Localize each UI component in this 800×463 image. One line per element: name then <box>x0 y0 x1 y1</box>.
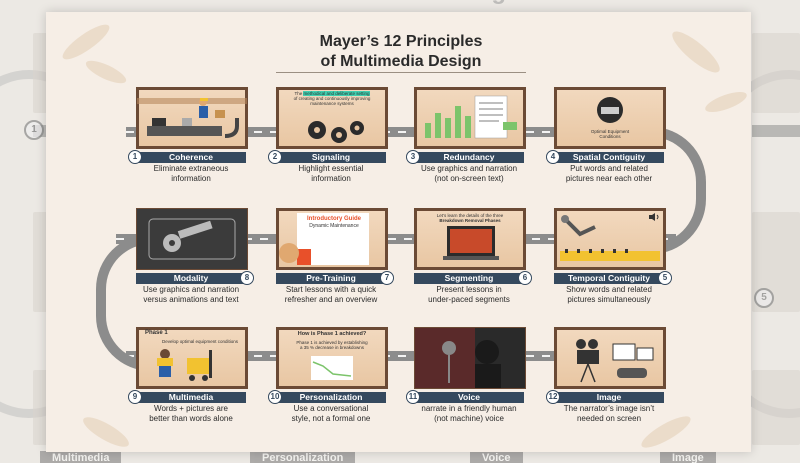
principle-card-modality: Modality Use graphics and narration vers… <box>136 208 254 305</box>
line-chart-icon <box>311 356 353 380</box>
phase-caption: Develop optimal equipment conditions <box>161 339 239 344</box>
principle-description: Words + pictures are better than words a… <box>149 404 233 423</box>
camera-icon <box>576 339 654 383</box>
key-icon <box>137 209 247 269</box>
road-row-3 <box>126 351 656 361</box>
principle-card-redundancy: Redundancy Use graphics and narration (n… <box>406 87 526 184</box>
poster-title: Mayer’s 12 Principles of Multimedia Desi… <box>276 32 526 73</box>
redundancy-illustration <box>414 87 526 149</box>
pre-training-illustration: Introductory Guide Dynamic Maintenance <box>276 208 388 270</box>
principle-card-pre-training: Introductory Guide Dynamic Maintenance P… <box>276 208 394 305</box>
principle-card-personalization: How is Phase 1 achieved? Phase 1 is achi… <box>268 327 388 424</box>
principle-number: 8 <box>240 271 254 285</box>
principle-name: Signaling <box>276 152 386 163</box>
principle-name: Temporal Contiguity <box>554 273 664 284</box>
principle-name: Modality <box>136 273 246 284</box>
forklift-icon <box>157 349 212 381</box>
principle-name: Segmenting <box>414 273 524 284</box>
principle-number: 3 <box>406 150 420 164</box>
principle-card-spatial-contiguity: Optimal Equipment Conditions Spatial Con… <box>546 87 666 184</box>
signaling-illustration: The methodical and deliberate setting of… <box>276 87 388 149</box>
principle-number: 1 <box>128 150 142 164</box>
principle-description: Highlight essential information <box>298 164 364 183</box>
principle-card-segmenting: Let’s learn the details of the three Bre… <box>414 208 532 305</box>
principle-card-signaling: The methodical and deliberate setting of… <box>268 87 388 184</box>
principle-description: Eliminate extraneous information <box>153 164 229 183</box>
title-divider <box>276 72 526 73</box>
principle-card-multimedia: Phase 1 Develop optimal equipment condit… <box>128 327 248 424</box>
segmenting-illustration: Let’s learn the details of the three Bre… <box>414 208 526 270</box>
faded-number-badge: 5 <box>754 288 774 308</box>
principle-name: Pre-Training <box>276 273 386 284</box>
principle-name: Multimedia <box>136 392 246 403</box>
gear-icon <box>308 121 364 143</box>
faded-label: Voice <box>470 451 523 463</box>
multimedia-illustration: Phase 1 Develop optimal equipment condit… <box>136 327 248 389</box>
personalization-illustration: How is Phase 1 achieved? Phase 1 is achi… <box>276 327 388 389</box>
principle-description: Show words and related pictures simultan… <box>566 285 652 304</box>
modality-illustration <box>136 208 248 270</box>
principle-card-voice: Voice narrate in a friendly human (not m… <box>406 327 526 424</box>
principle-number: 5 <box>658 271 672 285</box>
guide-heading: Introductory Guide <box>307 216 361 222</box>
principle-description: narrate in a friendly human (not machine… <box>421 404 517 423</box>
highlighted-phrase: methodical and deliberate setting <box>303 91 370 96</box>
faded-title: of Multimedia Design <box>230 0 570 6</box>
voice-illustration <box>414 327 526 389</box>
coherence-illustration <box>136 87 248 149</box>
principle-number: 9 <box>128 390 142 404</box>
faded-card <box>752 370 800 445</box>
title-line-2: of Multimedia Design <box>320 53 482 70</box>
road-row-1 <box>126 127 656 137</box>
principle-description: Use graphics and narration (not on-scree… <box>420 164 518 183</box>
principle-card-coherence: Coherence Eliminate extraneous informati… <box>128 87 248 184</box>
road-row-2 <box>116 234 676 244</box>
principle-name: Voice <box>414 392 524 403</box>
principle-description: Use a conversational style, not a formal… <box>291 404 371 423</box>
principle-number: 11 <box>406 390 420 404</box>
faded-bar <box>752 125 800 137</box>
speaker-icon <box>649 213 659 221</box>
faded-label: Multimedia <box>40 451 122 463</box>
principle-card-temporal-contiguity: Temporal Contiguity Show words and relat… <box>554 208 672 305</box>
principle-description: Use graphics and narration versus animat… <box>142 285 240 304</box>
principle-card-image: Image The narrator’s image isn’t needed … <box>546 327 666 424</box>
principle-number: 12 <box>546 390 560 404</box>
laptop-icon <box>443 226 499 260</box>
principle-description: The narrator’s image isn’t needed on scr… <box>563 404 655 423</box>
principle-description: Put words and related pictures near each… <box>565 164 653 183</box>
question-heading: How is Phase 1 achieved? <box>297 331 367 337</box>
principle-name: Personalization <box>276 392 386 403</box>
equipment-icon <box>597 97 623 123</box>
principle-description: Start lessons with a quick refresher and… <box>284 285 378 304</box>
guide-subheading: Dynamic Maintenance <box>309 223 359 229</box>
temporal-contiguity-illustration <box>554 208 666 270</box>
principle-number: 6 <box>518 271 532 285</box>
microphone-icon <box>415 328 525 388</box>
principle-name: Image <box>554 392 664 403</box>
principle-name: Spatial Contiguity <box>554 152 664 163</box>
principle-number: 10 <box>268 390 282 404</box>
principle-number: 2 <box>268 150 282 164</box>
principle-number: 4 <box>546 150 560 164</box>
principle-number: 7 <box>380 271 394 285</box>
principle-description: Present lessons in under-paced segments <box>428 285 510 304</box>
principle-name: Coherence <box>136 152 246 163</box>
image-illustration <box>554 327 666 389</box>
faded-label: Image <box>660 451 716 463</box>
faded-card <box>752 33 800 113</box>
faded-number-badge: 1 <box>24 120 44 140</box>
faded-label: Personalization <box>250 451 356 463</box>
phase-heading: Phase 1 <box>145 330 168 336</box>
poster: Mayer’s 12 Principles of Multimedia Desi… <box>46 12 751 452</box>
title-line-1: Mayer’s 12 Principles <box>319 33 483 50</box>
spatial-contiguity-illustration: Optimal Equipment Conditions <box>554 87 666 149</box>
principle-name: Redundancy <box>414 152 524 163</box>
